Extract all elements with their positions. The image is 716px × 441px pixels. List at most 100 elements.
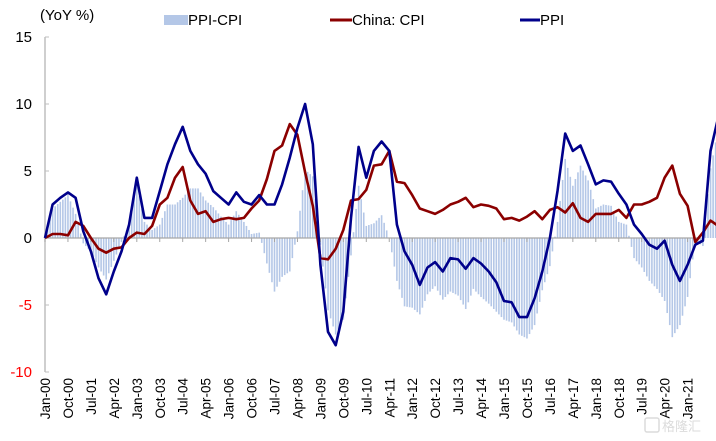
bar-ppi-cpi — [299, 210, 301, 238]
bar-ppi-cpi — [518, 238, 521, 335]
bar-ppi-cpi — [475, 238, 477, 292]
bar-ppi-cpi — [607, 205, 610, 238]
bar-ppi-cpi — [148, 227, 151, 238]
bar-ppi-cpi — [630, 238, 633, 247]
bar-ppi-cpi — [668, 238, 671, 326]
bar-ppi-cpi — [174, 204, 176, 238]
bar-ppi-cpi — [676, 238, 679, 330]
bar-ppi-cpi — [199, 192, 202, 238]
bar-ppi-cpi — [714, 142, 716, 238]
bar-ppi-cpi — [309, 174, 311, 238]
bar-ppi-cpi — [442, 238, 444, 300]
bar-ppi-cpi — [393, 238, 396, 267]
bar-ppi-cpi — [579, 165, 582, 238]
bar-ppi-cpi — [584, 175, 587, 238]
bar-ppi-cpi — [362, 212, 365, 238]
bar-ppi-cpi — [661, 238, 663, 297]
bar-ppi-cpi — [408, 238, 411, 308]
bar-ppi-cpi — [480, 238, 482, 297]
bar-ppi-cpi — [674, 238, 676, 334]
bar-ppi-cpi — [102, 238, 105, 276]
bar-ppi-cpi — [449, 238, 452, 292]
bar-ppi-cpi — [235, 211, 238, 238]
bar-ppi-cpi — [225, 221, 227, 238]
bar-ppi-cpi — [421, 238, 424, 308]
bar-ppi-cpi — [110, 238, 113, 268]
bar-ppi-cpi — [447, 238, 449, 295]
bar-ppi-cpi — [587, 180, 589, 238]
bar-ppi-cpi — [610, 205, 612, 238]
bar-ppi-cpi — [577, 172, 579, 238]
y-tick-label: -10 — [10, 364, 32, 381]
bar-ppi-cpi — [490, 238, 493, 307]
bar-ppi-cpi — [215, 210, 217, 238]
bar-ppi-cpi — [189, 188, 192, 238]
bar-ppi-cpi — [179, 200, 181, 238]
x-tick-label: Jan-00 — [38, 378, 53, 419]
bar-ppi-cpi — [406, 238, 408, 307]
bar-ppi-cpi — [554, 236, 556, 238]
bar-ppi-cpi — [248, 229, 250, 238]
bar-ppi-cpi — [204, 200, 207, 238]
bar-ppi-cpi — [546, 238, 549, 275]
bar-ppi-cpi — [105, 238, 107, 280]
bar-ppi-cpi — [245, 225, 248, 238]
bar-ppi-cpi — [597, 207, 600, 238]
bar-ppi-cpi — [666, 238, 668, 314]
bar-ppi-cpi — [329, 238, 332, 319]
bar-ppi-cpi — [120, 238, 123, 243]
x-tick-label: Jul-04 — [176, 378, 191, 415]
x-tick-label: Apr-20 — [658, 378, 673, 419]
bar-ppi-cpi — [322, 238, 324, 267]
bar-ppi-cpi — [217, 213, 220, 238]
x-tick-label: Oct-00 — [61, 378, 76, 419]
bar-ppi-cpi — [638, 238, 640, 265]
bar-ppi-cpi — [46, 228, 49, 238]
bar-ppi-cpi — [360, 199, 362, 238]
bar-ppi-cpi — [301, 190, 304, 238]
bar-ppi-cpi — [355, 208, 357, 238]
bar-ppi-cpi — [184, 194, 187, 238]
bar-ppi-cpi — [69, 201, 72, 238]
bar-ppi-cpi — [633, 238, 635, 259]
bar-ppi-cpi — [411, 238, 413, 308]
bar-ppi-cpi — [521, 238, 523, 336]
bar-ppi-cpi — [169, 204, 171, 238]
bar-ppi-cpi — [72, 207, 74, 238]
bar-ppi-cpi — [151, 229, 153, 238]
bar-ppi-cpi — [324, 238, 327, 289]
bar-ppi-cpi — [100, 238, 102, 272]
bar-ppi-cpi — [651, 238, 653, 284]
bar-ppi-cpi — [510, 238, 513, 323]
bar-ppi-cpi — [340, 238, 342, 325]
bar-ppi-cpi — [74, 213, 77, 238]
y-tick-label: 0 — [24, 230, 32, 247]
bar-ppi-cpi — [92, 238, 95, 257]
bar-ppi-cpi — [82, 238, 85, 244]
y-axis-label: (YoY %) — [40, 7, 94, 24]
bar-ppi-cpi — [281, 238, 283, 277]
bar-ppi-cpi — [95, 238, 97, 263]
x-tick-label: Oct-12 — [428, 378, 443, 419]
bar-ppi-cpi — [615, 216, 617, 238]
bar-ppi-cpi — [375, 220, 378, 238]
bar-ppi-cpi — [243, 221, 245, 238]
bar-ppi-cpi — [77, 223, 79, 238]
bar-ppi-cpi — [663, 238, 666, 301]
bar-ppi-cpi — [350, 238, 352, 256]
bar-ppi-cpi — [605, 204, 607, 238]
bar-ppi-cpi — [51, 208, 54, 238]
bar-ppi-cpi — [156, 226, 158, 238]
x-tick-label: Jul-07 — [268, 378, 283, 415]
x-tick-label: Apr-02 — [107, 378, 122, 419]
bar-ppi-cpi — [181, 197, 184, 238]
legend-label-cpi: China: CPI — [352, 12, 425, 29]
bar-ppi-cpi — [556, 221, 559, 238]
x-tick-label: Apr-14 — [474, 378, 489, 419]
bar-ppi-cpi — [612, 211, 615, 238]
x-tick-label: Apr-17 — [566, 378, 581, 419]
bar-ppi-cpi — [153, 228, 156, 238]
bar-ppi-cpi — [541, 238, 544, 291]
bar-ppi-cpi — [625, 224, 628, 238]
bar-ppi-cpi — [528, 238, 531, 335]
